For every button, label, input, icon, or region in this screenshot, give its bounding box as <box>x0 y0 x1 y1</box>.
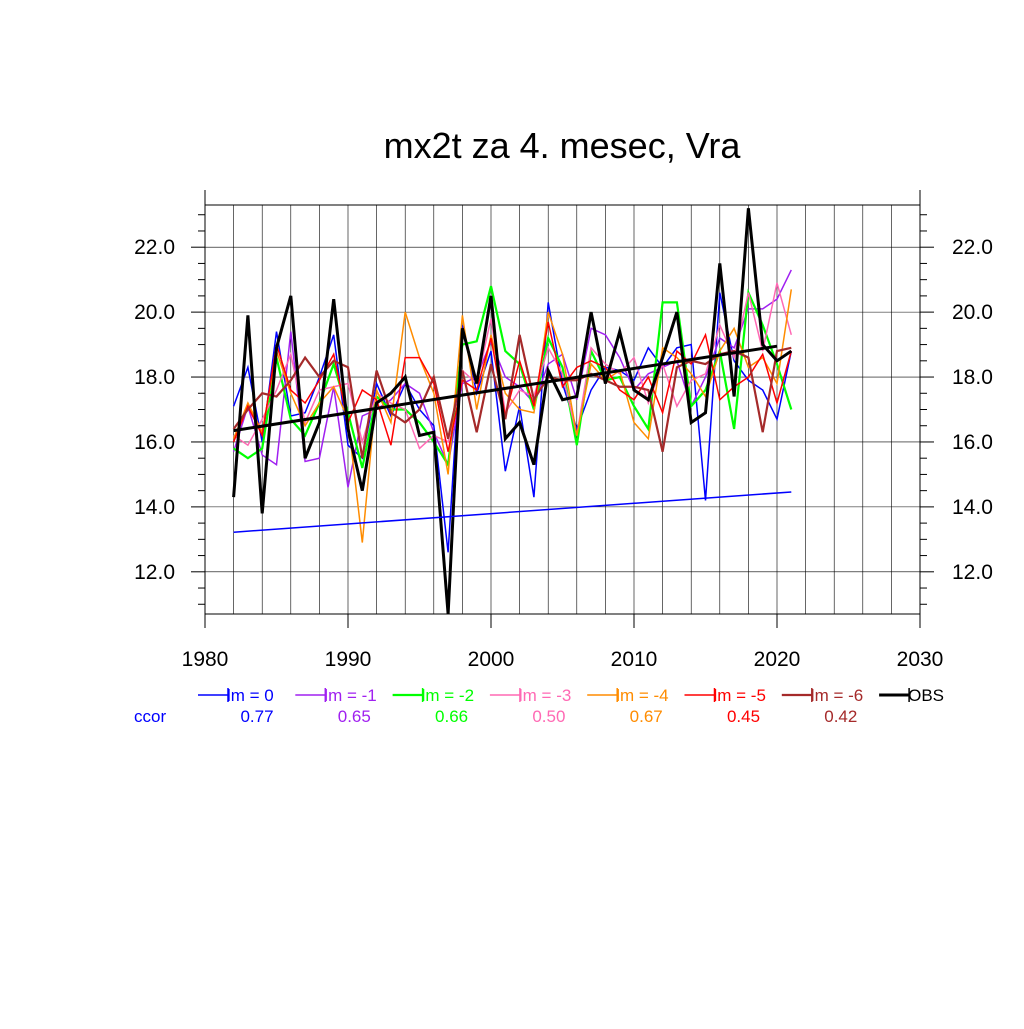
ccor-value-3: 0.50 <box>532 707 565 726</box>
legend-label-0: lm = 0 <box>227 686 274 705</box>
series-line-0 <box>232 292 793 553</box>
series-lines <box>232 208 793 615</box>
ccor-label: ccor <box>134 707 166 726</box>
ccor-value-6: 0.42 <box>824 707 857 726</box>
x-tick-label: 1980 <box>182 648 229 671</box>
x-tick-label: 2000 <box>468 648 515 671</box>
y-tick-label-right: 20.0 <box>952 301 993 324</box>
x-tick-label: 1990 <box>325 648 372 671</box>
y-tick-label-left: 14.0 <box>134 496 175 519</box>
trend-line-0 <box>233 491 792 533</box>
x-tick-label: 2020 <box>754 648 801 671</box>
y-tick-label-right: 12.0 <box>952 561 993 584</box>
ccor-value-2: 0.66 <box>435 707 468 726</box>
ccor-value-1: 0.65 <box>338 707 371 726</box>
legend-label-7: OBS <box>908 686 944 705</box>
legend-label-2: lm = -2 <box>422 686 474 705</box>
plot-frame <box>204 204 921 615</box>
legend-label-4: lm = -4 <box>616 686 668 705</box>
y-tick-label-left: 20.0 <box>134 301 175 324</box>
y-tick-label-left: 18.0 <box>134 366 175 389</box>
axes: 1980 1990 2000 2010 2020 2030 12.0 12.0 14.0 14.0… <box>134 190 993 671</box>
y-tick-label-right: 14.0 <box>952 496 993 519</box>
series-line-3 <box>233 282 793 450</box>
ccor-value-4: 0.67 <box>630 707 663 726</box>
y-tick-label-right: 18.0 <box>952 366 993 389</box>
legend-label-1: lm = -1 <box>324 686 376 705</box>
trend-line-1 <box>233 344 778 433</box>
legend-label-6: lm = -6 <box>811 686 863 705</box>
x-tick-label: 2030 <box>897 648 944 671</box>
y-tick-label-left: 12.0 <box>134 561 175 584</box>
legend-label-5: lm = -5 <box>714 686 766 705</box>
ccor-value-5: 0.45 <box>727 707 760 726</box>
y-tick-label-left: 16.0 <box>134 431 175 454</box>
series-line-7 <box>232 208 793 615</box>
legend-label-3: lm = -3 <box>519 686 571 705</box>
y-tick-label-left: 22.0 <box>134 236 175 259</box>
grid <box>205 205 920 614</box>
y-tick-label-right: 16.0 <box>952 431 993 454</box>
trend-lines <box>233 344 792 533</box>
series-line-4 <box>232 289 793 543</box>
series-line-2 <box>232 285 793 469</box>
chart-title: mx2t za 4. mesec, Vra <box>384 125 742 166</box>
y-tick-label-right: 22.0 <box>952 236 993 259</box>
ccor-value-0: 0.77 <box>240 707 273 726</box>
legend: ccor lm = 0 0.77 lm = -1 0.65 lm = -2 0.66 lm =… <box>134 686 944 726</box>
x-tick-label: 2010 <box>611 648 658 671</box>
